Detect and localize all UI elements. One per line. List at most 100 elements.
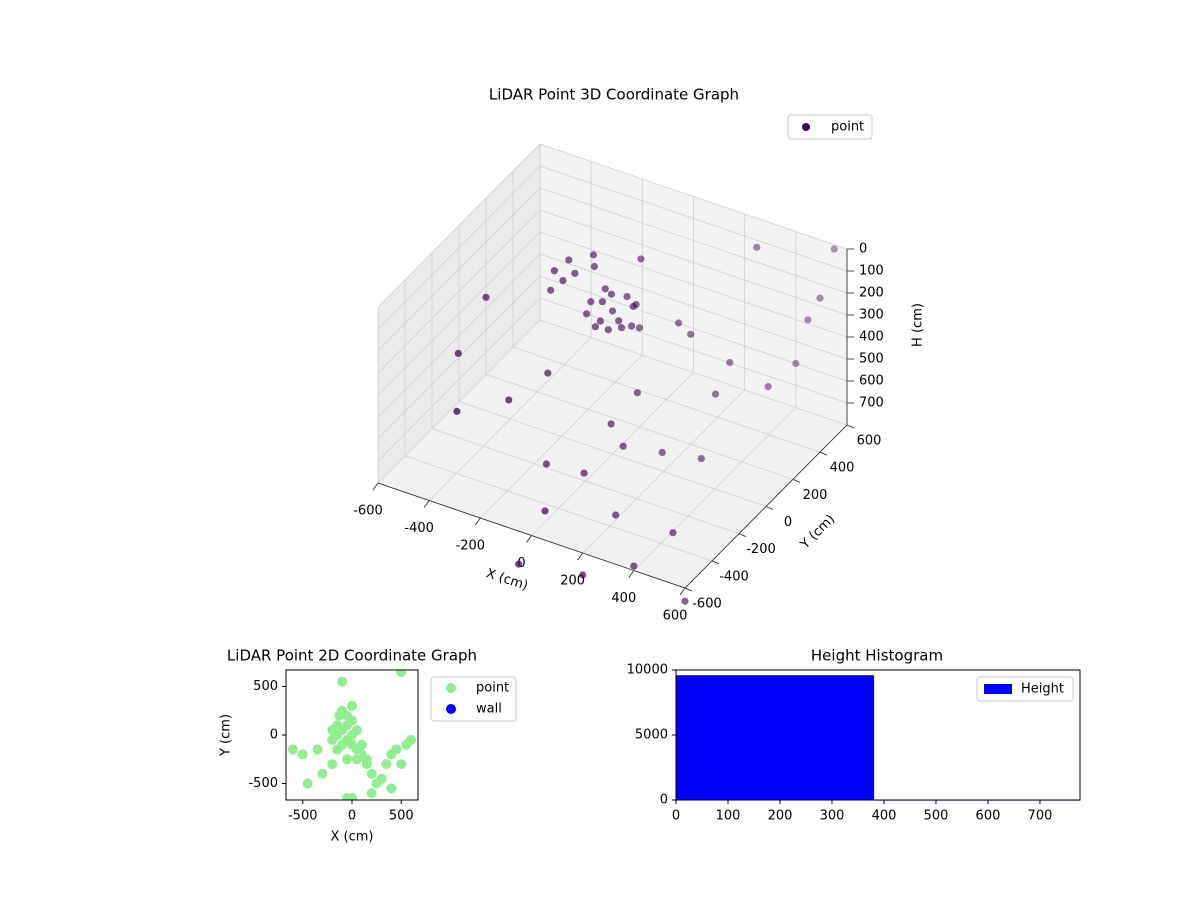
grid-line (377, 209, 541, 374)
x-tick-label: 400 (611, 591, 636, 606)
y-tick-label: -600 (692, 597, 722, 612)
x-tick (628, 570, 635, 578)
point (297, 749, 308, 760)
grid-line (377, 165, 541, 330)
y-axis-label: Y (cm) (219, 714, 234, 757)
point (598, 298, 607, 306)
point (453, 407, 461, 415)
grid-line (458, 401, 767, 507)
x-axis-label: X (cm) (331, 830, 374, 845)
point (366, 768, 377, 779)
grid-line (377, 275, 541, 440)
point (544, 369, 552, 377)
y-tick (765, 506, 774, 510)
point (764, 383, 772, 391)
x-tick (679, 587, 686, 596)
point (386, 783, 397, 794)
x-tick-label: 100 (716, 809, 741, 824)
legend-label: point (476, 681, 509, 696)
x-tick-label: 200 (560, 574, 585, 589)
x-tick-label: -400 (404, 521, 434, 536)
y-tick (711, 560, 720, 565)
point (505, 396, 513, 404)
point (351, 754, 362, 765)
y-tick-label: -500 (248, 776, 278, 791)
title-3d: LiDAR Point 3D Coordinate Graph (489, 86, 739, 104)
point (391, 744, 402, 755)
y-tick (846, 424, 855, 429)
point (726, 358, 734, 367)
z-tick-label: 400 (859, 330, 884, 345)
y-axis-line (684, 424, 848, 589)
z-tick-label: 100 (859, 264, 884, 279)
point (590, 262, 598, 271)
point (356, 739, 367, 750)
point (332, 720, 343, 731)
point (628, 322, 636, 330)
point (287, 744, 298, 755)
legend-marker (446, 704, 456, 714)
y-tick (819, 451, 828, 456)
title-hist: Height Histogram (811, 647, 943, 665)
legend-marker (802, 123, 810, 131)
x-tick-label: -600 (353, 504, 383, 519)
point (615, 317, 623, 325)
grid-line (377, 231, 541, 396)
point (565, 256, 573, 264)
y-tick (684, 587, 693, 592)
point (550, 267, 558, 275)
grid-line (512, 346, 821, 453)
point (687, 330, 695, 338)
point (571, 269, 579, 277)
point (347, 700, 357, 711)
point (515, 560, 523, 568)
x-tick-label: 700 (1028, 809, 1053, 824)
x-tick-label: -500 (288, 809, 318, 824)
z-axis-label: H (cm) (911, 303, 926, 347)
y-tick (792, 478, 801, 483)
point (604, 326, 612, 334)
point (633, 389, 641, 397)
x-tick-label: 0 (672, 809, 680, 824)
point (559, 276, 567, 285)
point (366, 788, 377, 799)
z-tick-label: 0 (859, 242, 867, 257)
point (753, 243, 761, 251)
grid-line (539, 297, 848, 404)
point (396, 670, 407, 677)
point (608, 307, 617, 315)
z-tick-label: 500 (859, 352, 884, 367)
point (623, 293, 631, 301)
x-tick (526, 535, 532, 543)
point (637, 255, 645, 263)
point (351, 725, 362, 736)
grid-line (377, 143, 541, 308)
point (681, 597, 689, 605)
point (482, 293, 490, 301)
point (396, 759, 407, 770)
legend-box (976, 676, 1074, 702)
z-tick-label: 300 (859, 308, 884, 323)
point (583, 310, 591, 318)
point (601, 285, 609, 293)
y-tick-label: -400 (719, 569, 749, 584)
point (302, 778, 313, 789)
point (587, 298, 595, 306)
y-tick-label: 400 (830, 461, 855, 476)
x-tick (475, 517, 481, 526)
point (347, 793, 357, 800)
point (337, 676, 348, 687)
point (607, 290, 616, 298)
grid-line (485, 373, 794, 480)
grid-line (404, 455, 713, 562)
x-tick-label: 0 (348, 809, 356, 824)
grid-line (431, 428, 740, 535)
point (596, 317, 604, 325)
x-tick-label: 500 (389, 809, 414, 824)
point (619, 442, 627, 450)
y-tick-label: 600 (857, 434, 882, 449)
point (792, 359, 800, 368)
point (361, 754, 372, 765)
legend-label: Height (1021, 682, 1064, 697)
point (669, 529, 677, 537)
